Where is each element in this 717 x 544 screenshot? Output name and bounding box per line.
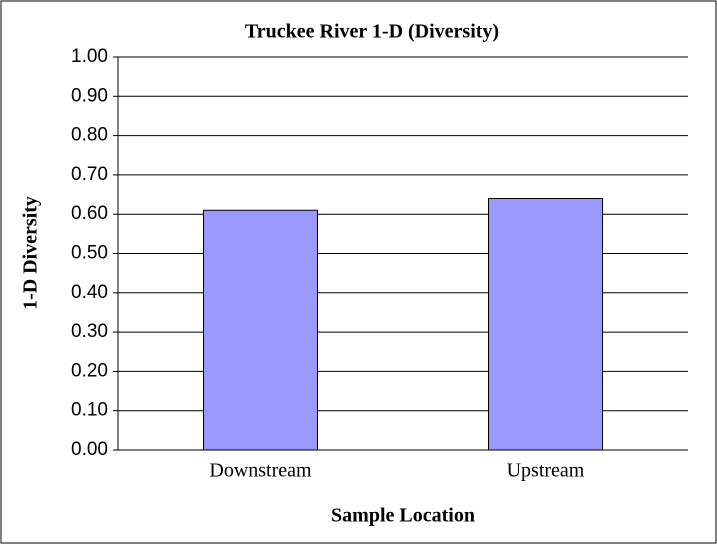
y-tick-label: 0.00 xyxy=(71,439,108,460)
y-axis-label: 1-D Diversity xyxy=(20,196,42,310)
y-tick-label: 0.90 xyxy=(71,85,108,106)
y-tick-label: 0.60 xyxy=(71,203,108,224)
y-tick-label: 0.40 xyxy=(71,282,108,303)
y-tick-label: 0.10 xyxy=(71,400,108,421)
y-tick-label: 0.20 xyxy=(71,360,108,381)
y-tick-label: 0.50 xyxy=(71,243,108,264)
y-tick-label: 0.30 xyxy=(71,321,108,342)
x-tick-label: Upstream xyxy=(507,460,585,482)
x-tick-label: Downstream xyxy=(209,460,312,482)
bar xyxy=(203,209,318,451)
chart-title: Truckee River 1-D (Diversity) xyxy=(245,21,499,43)
x-axis-label: Sample Location xyxy=(331,505,475,527)
y-tick-label: 0.80 xyxy=(71,125,108,146)
y-tick-label: 0.70 xyxy=(71,164,108,185)
y-tick-label: 1.00 xyxy=(71,46,108,67)
bar xyxy=(488,197,603,451)
